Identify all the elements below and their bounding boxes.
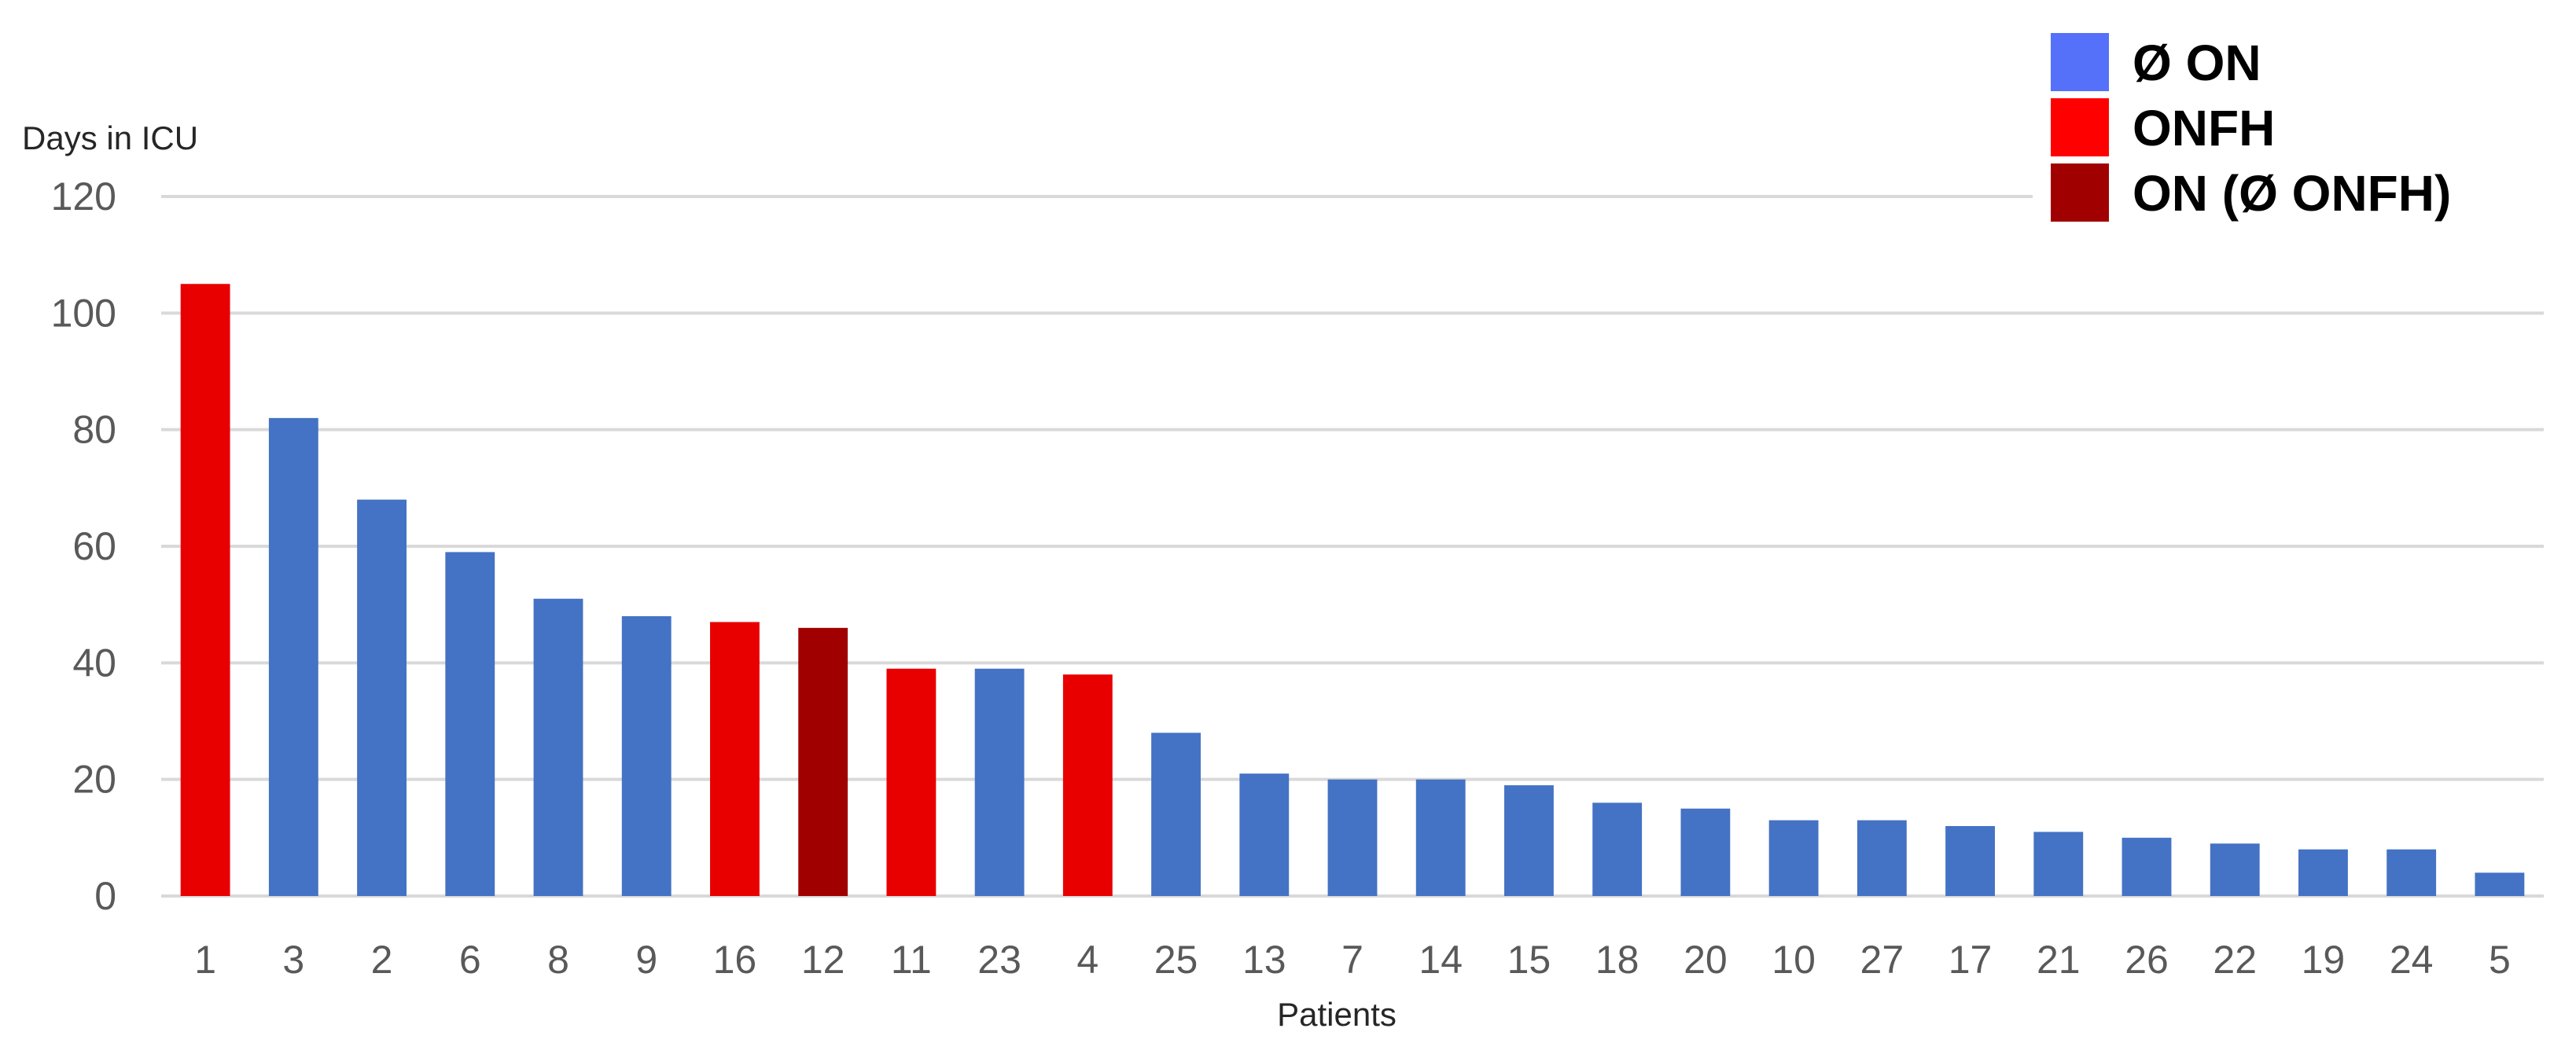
- y-tick-label: 120: [51, 174, 116, 219]
- x-tick-label: 7: [1341, 938, 1363, 982]
- y-tick-label: 0: [94, 874, 116, 918]
- bar-patient-12: [798, 627, 848, 896]
- x-axis-ticks: 1 3 2 6 8 9 16 12 11 23 4 25 13 7 14 15 18 20 10 27 17 21 26 22…: [194, 938, 2511, 982]
- bar-patient-26: [2122, 837, 2172, 896]
- legend-label: Ø ON: [2133, 35, 2261, 91]
- legend-swatch: [2051, 33, 2109, 91]
- legend-swatch: [2051, 163, 2109, 222]
- bars: [180, 284, 2525, 896]
- x-tick-label: 22: [2213, 938, 2257, 982]
- legend-label: ON (Ø ONFH): [2133, 165, 2451, 222]
- x-tick-label: 26: [2125, 938, 2169, 982]
- bar-patient-8: [533, 598, 583, 896]
- bar-patient-9: [621, 616, 672, 896]
- x-tick-label: 24: [2390, 938, 2434, 982]
- bar-patient-22: [2210, 843, 2260, 896]
- x-tick-label: 21: [2037, 938, 2081, 982]
- bar-patient-15: [1504, 785, 1554, 896]
- bar-patient-24: [2386, 849, 2437, 896]
- bar-patient-23: [974, 668, 1025, 896]
- x-tick-label: 8: [547, 938, 569, 982]
- bar-patient-2: [357, 499, 407, 896]
- x-tick-label: 17: [1949, 938, 1993, 982]
- y-tick-label: 60: [72, 524, 116, 568]
- bar-patient-10: [1768, 820, 1819, 896]
- x-tick-label: 6: [459, 938, 481, 982]
- bar-patient-11: [886, 668, 937, 896]
- bar-patient-13: [1239, 773, 1290, 896]
- x-axis-title: Patients: [1277, 996, 1397, 1033]
- bar-patient-5: [2475, 872, 2525, 896]
- x-tick-label: 1: [194, 938, 216, 982]
- x-tick-label: 20: [1684, 938, 1728, 982]
- bar-patient-16: [710, 622, 760, 896]
- y-tick-label: 40: [72, 641, 116, 685]
- x-tick-label: 5: [2489, 938, 2511, 982]
- legend-box: [2033, 24, 2544, 236]
- bar-patient-17: [1945, 826, 1995, 896]
- x-tick-label: 4: [1076, 938, 1098, 982]
- bar-patient-25: [1151, 733, 1201, 896]
- bar-patient-18: [1592, 802, 1643, 896]
- x-tick-label: 3: [282, 938, 304, 982]
- x-tick-label: 27: [1860, 938, 1904, 982]
- x-tick-label: 2: [371, 938, 393, 982]
- x-tick-label: 18: [1595, 938, 1639, 982]
- bar-patient-14: [1415, 779, 1466, 896]
- bar-patient-4: [1062, 674, 1113, 896]
- x-tick-label: 11: [891, 938, 932, 982]
- legend: Ø ON ONFH ON (Ø ONFH): [2033, 24, 2544, 236]
- bar-patient-1: [180, 284, 230, 896]
- bar-patient-3: [268, 417, 318, 896]
- legend-label: ONFH: [2133, 100, 2275, 156]
- x-tick-label: 25: [1154, 938, 1198, 982]
- x-tick-label: 13: [1242, 938, 1286, 982]
- bar-patient-20: [1680, 808, 1731, 896]
- bar-patient-7: [1327, 779, 1378, 896]
- bar-patient-6: [445, 552, 495, 896]
- legend-swatch: [2051, 98, 2109, 156]
- x-tick-label: 23: [977, 938, 1021, 982]
- x-tick-label: 14: [1419, 938, 1463, 982]
- x-tick-label: 12: [801, 938, 845, 982]
- bar-patient-21: [2033, 832, 2084, 896]
- y-axis-title: Days in ICU: [22, 119, 198, 156]
- x-tick-label: 15: [1507, 938, 1551, 982]
- x-tick-label: 16: [713, 938, 757, 982]
- x-tick-label: 10: [1772, 938, 1816, 982]
- bar-patient-19: [2298, 849, 2348, 896]
- x-tick-label: 9: [635, 938, 657, 982]
- y-axis-ticks: 0 20 40 60 80 100 120: [51, 174, 116, 918]
- x-tick-label: 19: [2302, 938, 2346, 982]
- y-tick-label: 80: [72, 408, 116, 452]
- y-tick-label: 100: [51, 291, 116, 335]
- bar-patient-27: [1857, 820, 1907, 896]
- y-tick-label: 20: [72, 758, 116, 802]
